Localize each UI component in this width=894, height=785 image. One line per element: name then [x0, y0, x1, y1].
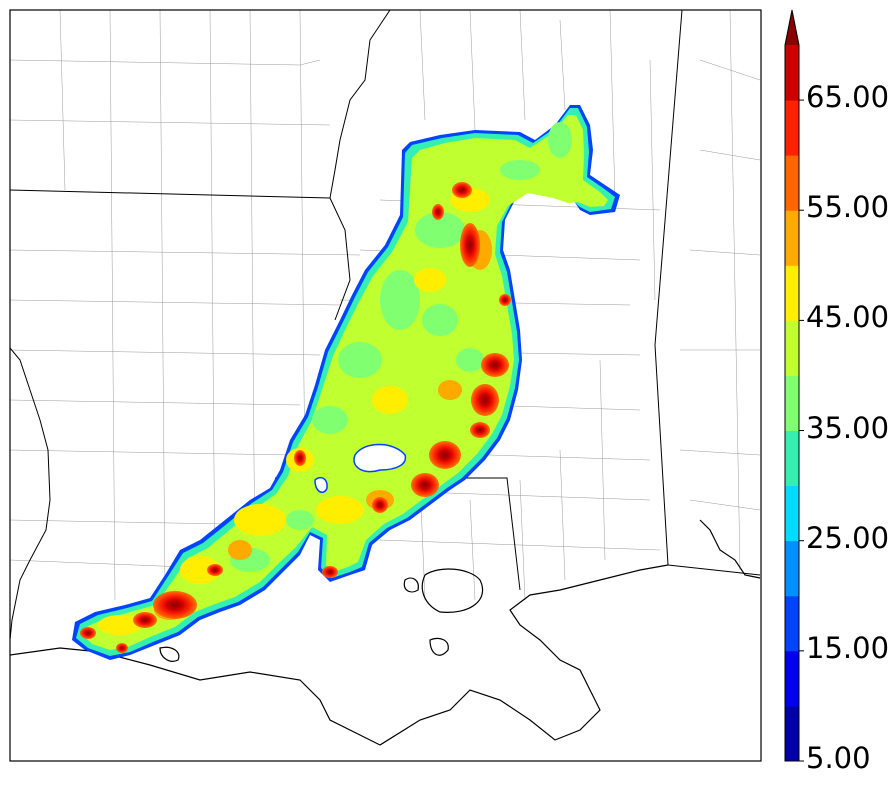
- colorbar-tick-label: 35.00: [806, 410, 890, 445]
- colorbar-segment: [785, 595, 799, 652]
- swath-hole: [353, 443, 407, 473]
- colorbar-segment: [785, 430, 799, 487]
- swath-yellow-patches: [98, 188, 490, 635]
- coastline: [10, 519, 761, 746]
- colorbar-segment: [785, 45, 799, 101]
- swath-intense-cores: [80, 182, 511, 653]
- colorbar-segment: [785, 375, 799, 432]
- colorbar-tick-label: 25.00: [806, 520, 890, 555]
- colorbar-segment: [785, 155, 799, 211]
- colorbar-segment: [785, 210, 799, 266]
- colorbar-extend-arrow: [785, 10, 799, 45]
- colorbar-segment: [785, 705, 799, 762]
- colorbar-tick-label: 15.00: [806, 630, 890, 665]
- colorbar-segment: [785, 320, 799, 376]
- colorbar-segment: [785, 650, 799, 707]
- colorbar-tick-label: 55.00: [806, 190, 890, 225]
- map-frame: [9, 9, 762, 762]
- colorbar-segment: [785, 485, 799, 542]
- colorbar: [784, 9, 804, 762]
- colorbar-segment: [785, 540, 799, 597]
- precip-swath: [72, 105, 620, 660]
- colorbar-segment: [785, 265, 799, 321]
- colorbar-outline: [784, 9, 800, 762]
- colorbar-segment: [785, 100, 799, 156]
- colorbar-tick-label: 45.00: [806, 300, 890, 335]
- colorbar-tick-label: 5.00: [806, 741, 871, 775]
- swath-hole-small: [314, 476, 328, 493]
- map-panel: [10, 10, 761, 761]
- state-boundaries: [10, 10, 761, 641]
- colorbar-tick-label: 65.00: [806, 80, 890, 115]
